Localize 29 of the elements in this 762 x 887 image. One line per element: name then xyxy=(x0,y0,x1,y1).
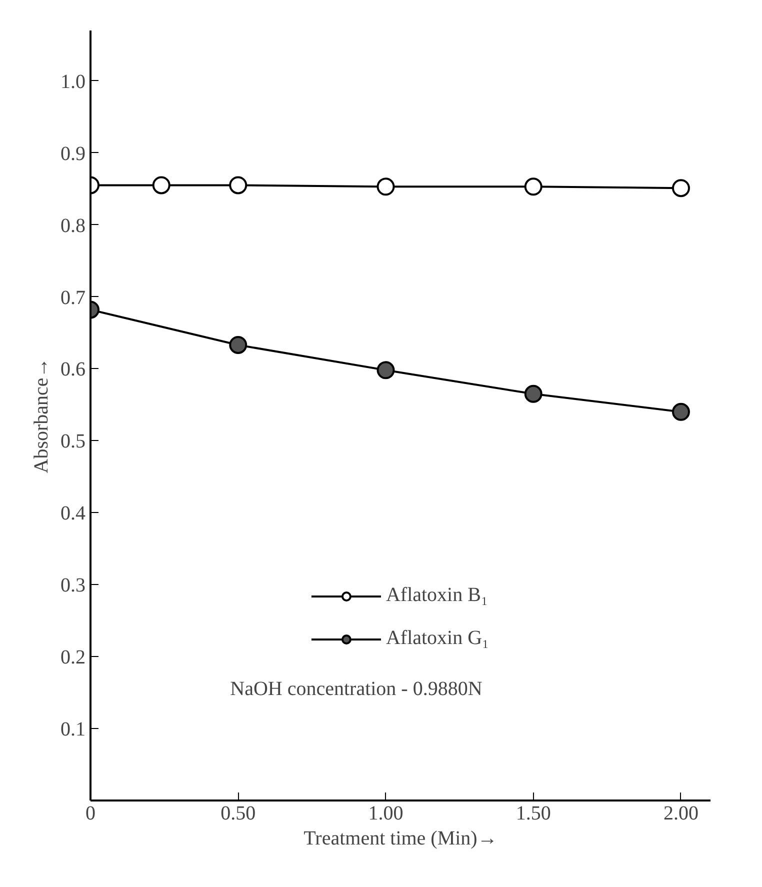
y-tick-label: 0.6 xyxy=(60,358,86,381)
point xyxy=(229,336,248,354)
point xyxy=(229,176,248,194)
y-tick-label: 0.9 xyxy=(60,142,86,165)
x-axis-title: Treatment time (Min)→ xyxy=(304,828,498,850)
annotation: NaOH concentration - 0.9880N xyxy=(230,678,482,700)
y-tick-label: 0.5 xyxy=(60,430,86,453)
y-tick-label: 0.4 xyxy=(60,502,86,525)
y-tick-label: 0.3 xyxy=(60,574,86,597)
x-tick-label: 2.00 xyxy=(663,802,698,824)
y-tick-label: 0.2 xyxy=(60,646,86,669)
x-tick-label: 0.50 xyxy=(220,802,256,824)
point xyxy=(524,178,542,196)
y-tick-label: 1.0 xyxy=(60,70,86,93)
y-tick-label: 0.1 xyxy=(60,718,86,741)
x-tick-label: 1.00 xyxy=(368,802,404,824)
point xyxy=(376,178,395,196)
x-tick-label: 0 xyxy=(86,802,96,824)
point xyxy=(672,179,690,198)
x-tick-label: 1.50 xyxy=(516,802,551,824)
legend-label: Aflatoxin G₁ xyxy=(386,627,490,650)
y-tick-label: 0.8 xyxy=(60,214,86,237)
point xyxy=(376,361,395,380)
y-axis-title: Absorbance→ xyxy=(30,358,52,474)
point xyxy=(152,176,170,194)
legend-label: Aflatoxin B₁ xyxy=(386,584,488,607)
y-tick-label: 0.7 xyxy=(60,286,86,309)
point xyxy=(524,384,542,403)
point xyxy=(672,402,690,421)
